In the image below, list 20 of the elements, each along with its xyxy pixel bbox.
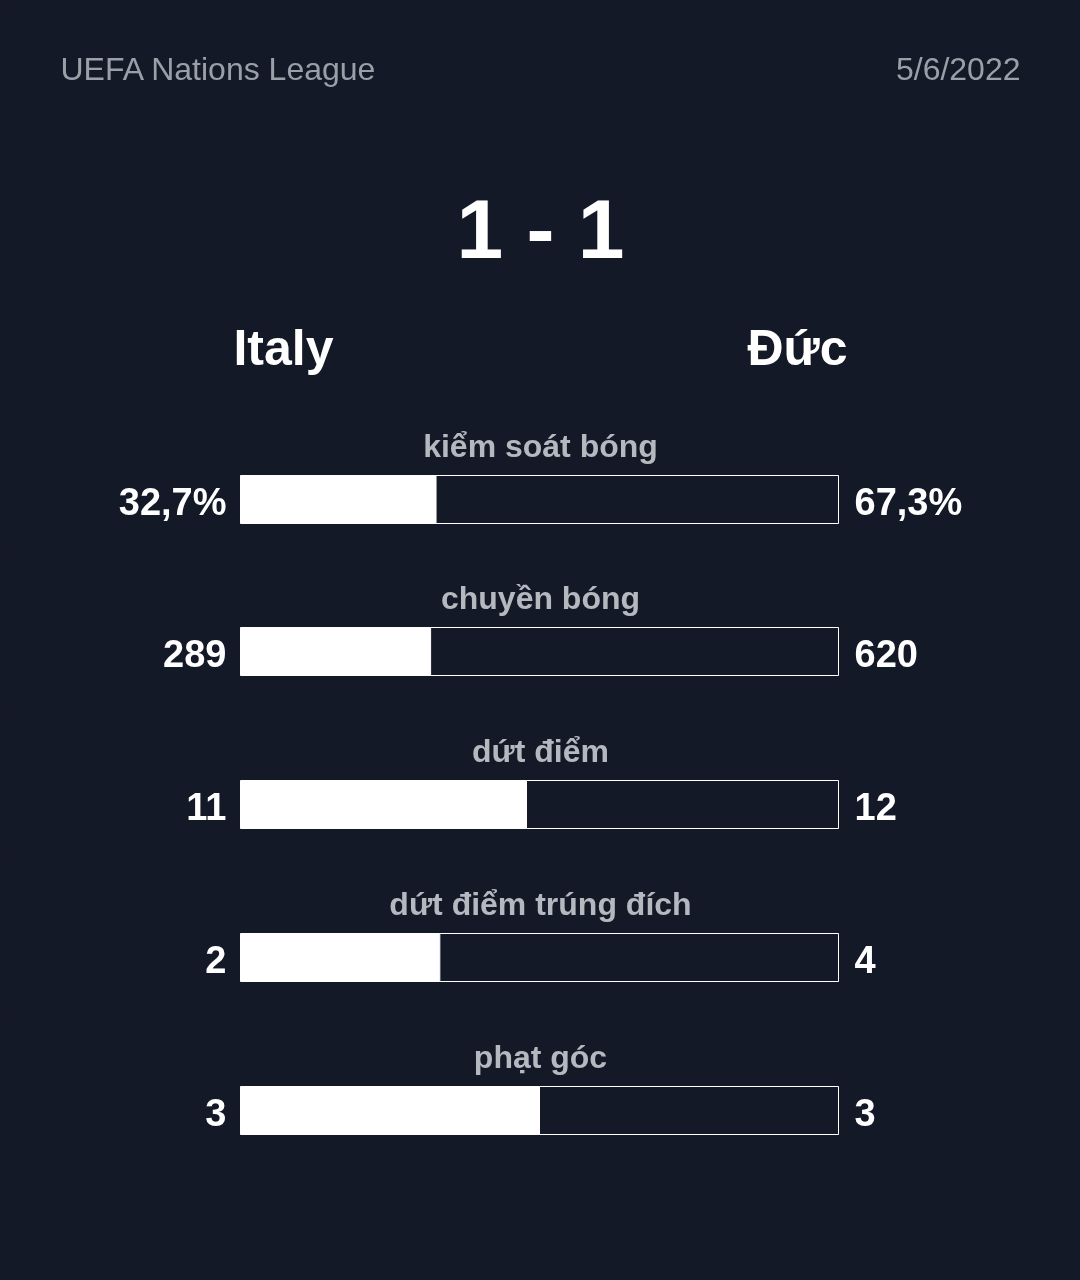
chart-title: phạt góc [473, 1038, 608, 1075]
data-label: 2 [205, 939, 227, 981]
data-label: 3 [205, 1092, 227, 1134]
data-label: 67,3% [854, 480, 963, 523]
chart-subtitle: UEFA Nations League [60, 50, 376, 87]
data-label: 3 [854, 1092, 876, 1134]
data-label: 289 [163, 633, 227, 675]
text: 5/6/2022 [895, 50, 1021, 87]
data-label: 620 [854, 633, 918, 675]
chart-title: dứt điểm [472, 732, 609, 769]
series-label: Đức [747, 319, 848, 376]
series-label: Italy [233, 319, 334, 376]
chart-title: dứt điểm trúng đích [389, 885, 692, 922]
data-label: 12 [854, 786, 897, 828]
data-label: 4 [854, 939, 876, 981]
text: 1 - 1 [456, 181, 625, 276]
data-label: 32,7% [118, 480, 227, 523]
data-label: 11 [186, 786, 227, 828]
chart-title: kiểm soát bóng [423, 427, 658, 464]
chart-title: chuyền bóng [440, 579, 641, 616]
